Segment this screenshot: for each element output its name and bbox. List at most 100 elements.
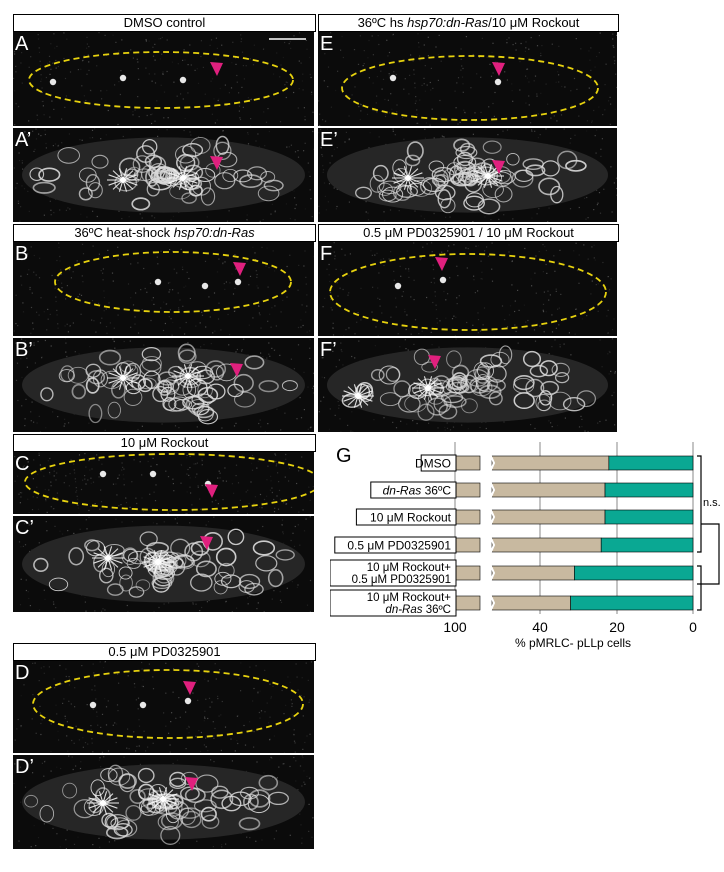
noise-speck [53,212,55,214]
noise-speck [301,456,303,458]
bar-segment-beige [454,537,481,553]
noise-speck [207,750,209,752]
noise-speck [58,247,60,249]
noise-speck [570,354,572,356]
noise-speck [68,676,70,678]
noise-speck [102,268,104,270]
noise-speck [138,78,140,80]
noise-speck [63,698,65,700]
cell-membrane [406,182,426,196]
noise-speck [556,424,559,427]
noise-speck [76,504,78,506]
noise-speck [481,37,483,39]
panel-label-d2: D’ [15,756,34,778]
noise-speck [300,824,302,826]
noise-speck [526,77,528,79]
noise-speck [555,290,557,292]
noise-speck [286,265,288,268]
noise-speck [270,756,272,758]
cell-membrane [257,185,280,202]
noise-speck [64,423,66,425]
cell-membrane [124,362,142,382]
noise-speck [89,346,91,348]
noise-speck [446,422,448,424]
noise-speck [107,750,110,752]
noise-speck [38,133,40,135]
noise-speck [545,128,547,130]
noise-speck [54,143,57,145]
rosette-center [160,796,166,802]
cell-membrane [455,145,478,160]
noise-speck [461,65,463,67]
cell-membrane [195,167,216,183]
noise-speck [321,357,323,359]
micrograph-panel-c: C [13,452,314,514]
noise-speck [367,57,369,59]
noise-speck [312,130,314,133]
noise-speck [149,282,152,284]
noise-speck [519,89,521,91]
noise-speck [327,86,329,88]
noise-speck [278,766,280,768]
noise-speck [470,87,472,89]
cell-membrane [529,364,549,378]
noise-speck [359,35,361,37]
noise-speck [28,597,30,600]
noise-speck [56,497,58,499]
noise-speck [111,272,114,274]
noise-speck [307,386,309,388]
cell-membrane [178,349,197,364]
noise-speck [151,215,153,217]
noise-speck [176,95,178,97]
noise-speck [165,662,167,664]
cell-membrane [197,381,213,399]
noise-speck [303,265,305,267]
cell-membrane [459,142,476,156]
noise-speck [81,85,83,87]
noise-speck [23,465,25,467]
noise-speck [122,135,124,138]
bar-segment-beige [491,537,602,553]
noise-speck [138,725,141,727]
noise-speck [33,825,35,827]
noise-speck [185,285,187,287]
noise-speck [491,242,493,244]
noise-speck [50,345,52,347]
noise-speck [154,82,157,84]
cell-membrane [78,187,93,201]
noise-speck [32,328,34,330]
noise-speck [226,104,228,106]
noise-speck [480,278,482,280]
noise-speck [53,508,55,510]
cell-membrane [378,189,397,202]
noise-speck [378,136,380,138]
noise-speck [130,326,132,328]
noise-speck [94,503,96,505]
noise-speck [279,121,282,123]
noise-speck [171,61,173,63]
noise-speck [260,457,262,460]
noise-speck [388,73,390,75]
noise-speck [24,786,27,788]
noise-speck [17,200,19,202]
noise-speck [290,506,293,508]
noise-speck [167,282,170,284]
noise-speck [544,246,546,248]
cell-membrane [125,804,142,821]
noise-speck [221,44,223,46]
noise-speck [305,662,307,664]
noise-speck [304,116,306,118]
noise-speck [371,311,373,313]
noise-speck [410,333,412,335]
noise-speck [103,290,105,292]
noise-speck [576,88,578,90]
noise-speck [195,463,197,465]
panel-label-a2: A’ [15,129,32,151]
cell-membrane [453,160,476,178]
noise-speck [405,268,407,270]
noise-speck [100,766,102,768]
noise-speck [308,171,310,173]
noise-speck [131,481,133,483]
noise-speck [210,759,212,761]
noise-speck [185,711,187,713]
